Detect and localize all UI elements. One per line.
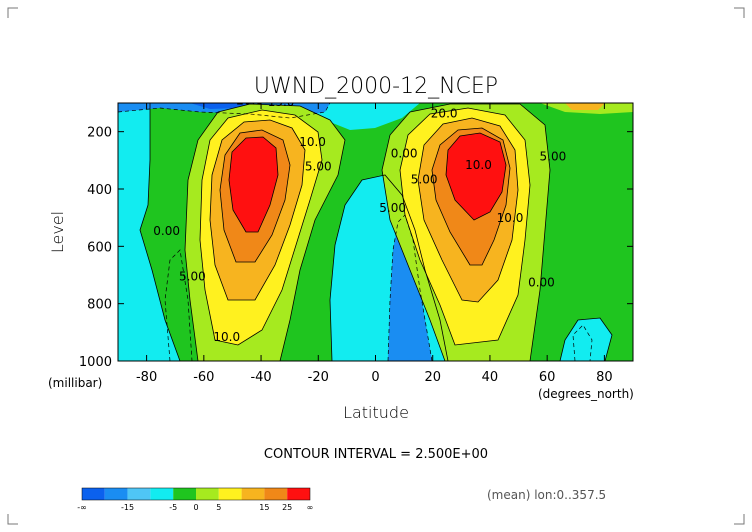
x-axis-label: Latitude — [343, 403, 409, 422]
colorbar-label: ∞ — [307, 503, 314, 512]
y-tick-label: 600 — [87, 240, 112, 255]
crop-marks — [7, 7, 745, 525]
contour-label: 15.0 — [268, 95, 295, 109]
contour-label: 5.00 — [540, 149, 567, 163]
x-tick-label: 0 — [371, 370, 379, 385]
contour-label: 5.00 — [379, 201, 406, 215]
x-tick-label: -40 — [250, 370, 271, 385]
colorbar-label: 25 — [282, 503, 292, 512]
x-tick-label: 80 — [596, 370, 613, 385]
colorbar-label: 0 — [193, 503, 198, 512]
contour-label: 5.00 — [305, 159, 332, 173]
colorbar-swatch — [150, 488, 174, 500]
colorbar-label: 15 — [259, 503, 269, 512]
contour-label: 0.00 — [528, 275, 555, 289]
contour-label: 10.0 — [497, 211, 524, 225]
footnote-mean-lon: (mean) lon:0..357.5 — [487, 488, 606, 502]
colorbar-frame — [81, 487, 311, 501]
colorbar: -∞ -15 -5 0 5 15 25 ∞ — [77, 487, 314, 512]
x-tick-label: 40 — [482, 370, 499, 385]
region-tropical-strong-negative — [388, 215, 432, 361]
colorbar-swatch — [241, 488, 265, 500]
y-axis: 200 400 600 800 1000 — [79, 126, 633, 370]
y-axis-label: Level — [48, 211, 67, 253]
negative-contour-lines — [118, 103, 593, 361]
colorbar-swatch — [82, 488, 105, 500]
x-tick-label: 60 — [539, 370, 556, 385]
colorbar-swatch — [287, 488, 310, 500]
contour-lines — [118, 103, 613, 361]
colorbar-label: 5 — [216, 503, 221, 512]
colorbar-label: -∞ — [77, 503, 87, 512]
colorbar-swatch — [218, 488, 242, 500]
contour-label: 5.00 — [411, 172, 438, 186]
contour-label: 10.0 — [213, 330, 240, 344]
y-axis-units: (millibar) — [48, 376, 102, 390]
x-tick-label: -20 — [308, 370, 329, 385]
contour-label: 20.0 — [236, 93, 263, 107]
y-tick-label: 1000 — [79, 355, 112, 370]
region-top-east-core — [565, 103, 605, 110]
y-tick-label: 200 — [87, 126, 112, 141]
contour-label: 5.00 — [179, 270, 206, 284]
colorbar-label: -5 — [169, 503, 177, 512]
x-axis: -80 -60 -40 -20 0 20 40 60 80 — [136, 103, 613, 385]
y-tick-label: 400 — [87, 183, 112, 198]
x-tick-label: -60 — [193, 370, 214, 385]
sh-jet-25 — [229, 137, 278, 232]
x-tick-label: 20 — [424, 370, 441, 385]
contour-labels: 20.0 15.010.05.000.005.0010.015.00.005.00… — [153, 93, 567, 344]
contour-label: 20.0 — [431, 106, 458, 120]
region-west-negative — [118, 103, 180, 361]
contour-label: 0.00 — [391, 146, 418, 160]
contour-label: 10.0 — [299, 135, 326, 149]
region-top-negative — [300, 103, 420, 130]
region-east-negative — [560, 318, 612, 361]
x-axis-units: (degrees_north) — [538, 387, 634, 401]
x-tick-label: -80 — [136, 370, 157, 385]
contour-label: 10.0 — [465, 158, 492, 172]
colorbar-swatch — [173, 488, 196, 500]
plot-area: 20.0 15.010.05.000.005.0010.015.00.005.00… — [118, 93, 633, 361]
chart-title: UWND_2000-12_NCEP — [254, 74, 498, 99]
y-tick-label: 800 — [87, 298, 112, 313]
contour-label: 0.00 — [153, 224, 180, 238]
colorbar-label: -15 — [121, 503, 134, 512]
contour-interval-label: CONTOUR INTERVAL = 2.500E+00 — [264, 447, 488, 462]
colorbar-swatch — [127, 488, 151, 500]
nh-jet-25 — [446, 133, 506, 220]
colorbar-swatch — [196, 488, 219, 500]
colorbar-swatch — [104, 488, 128, 500]
colorbar-swatch — [264, 488, 288, 500]
